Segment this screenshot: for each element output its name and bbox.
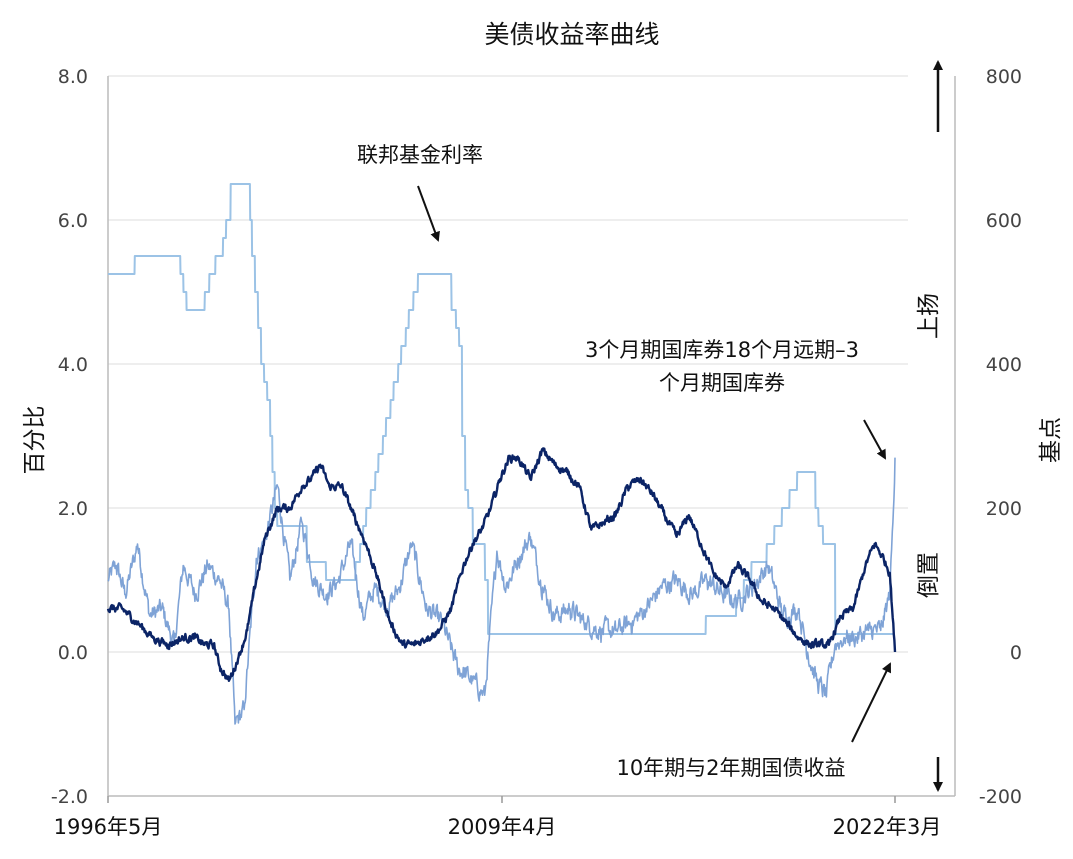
right-tick-label: 600 [986,210,1022,232]
left-tick-label: 2.0 [58,498,88,520]
tbill-forward-annotation-line-1: 3个月期国库券18个月远期–3 [585,338,859,362]
fed-funds-rate-line-group [108,183,893,635]
left-tick-labels: 8.0 6.0 4.0 2.0 0.0 -2.0 [51,66,88,808]
right-tick-label: 0 [1010,642,1022,664]
right-tick-label: 200 [986,498,1022,520]
term-spread-annotation: 10年期与2年期国债收益 [616,756,845,780]
right-tick-labels: 800 600 400 200 0 -200 [979,66,1022,808]
term-spread-annotation-arrow [851,662,891,743]
fed-funds-rate-line [108,183,893,635]
x-tick-label: 1996年5月 [54,815,163,839]
ten-two-spread-line [106,447,897,682]
fed-funds-annotation: 联邦基金利率 [357,143,483,167]
series-layer [106,183,897,725]
left-axis-label: 百分比 [22,406,48,475]
x-tick-label: 2009年4月 [448,815,557,839]
tbill-forward-annotation-arrow [863,419,886,460]
tbill-forward-spread-line [107,457,896,725]
x-tick-labels: 1996年5月 2009年4月 2022年3月 [54,796,942,839]
tbill-forward-annotation-line-2: 个月期国库券 [659,371,785,395]
left-tick-label: 8.0 [58,66,88,88]
fed-funds-annotation-arrow [417,185,440,242]
left-tick-label: -2.0 [51,786,88,808]
ten-two-spread-line-group [106,447,897,682]
left-tick-label: 4.0 [58,354,88,376]
left-tick-label: 0.0 [58,642,88,664]
chart-title: 美债收益率曲线 [484,20,659,49]
tbill-forward-spread-line-group [107,457,896,725]
right-tick-label: 800 [986,66,1022,88]
x-tick-label: 2022年3月 [833,815,942,839]
right-tick-label: -200 [979,786,1022,808]
right-axis-down-note: 倒置 [916,552,942,598]
right-axis-up-note: 上扬 [916,293,942,339]
left-tick-label: 6.0 [58,210,88,232]
right-axis-label: 基点 [1038,417,1064,463]
right-tick-label: 400 [986,354,1022,376]
